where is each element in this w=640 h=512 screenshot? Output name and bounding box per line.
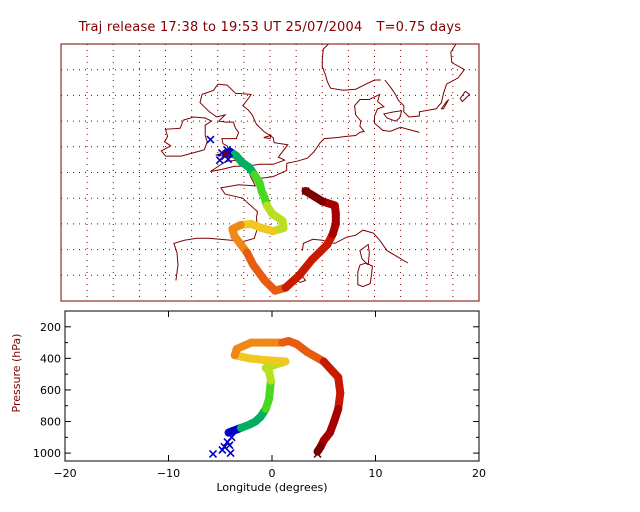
coastline xyxy=(357,262,373,288)
coastline xyxy=(440,99,450,110)
trajectory-map-panel xyxy=(60,43,480,302)
profile-cluster-marker xyxy=(226,449,235,458)
x-tick-label: 20 xyxy=(472,467,486,480)
map-coastlines xyxy=(160,43,471,288)
y-axis-label: Pressure (hPa) xyxy=(10,334,23,413)
map-release-marker xyxy=(206,135,215,144)
coastline xyxy=(263,134,272,140)
profile-release-marker xyxy=(208,449,218,458)
coastline xyxy=(199,83,289,172)
map-frame xyxy=(60,43,480,302)
pressure-profile-panel: −20 −10 0 10 20 200 400 600 800 1000 Longitude (d… xyxy=(10,310,486,494)
profile-cluster-marker xyxy=(218,445,227,455)
map-cluster-marker xyxy=(215,156,224,165)
profile-trajectory xyxy=(224,337,345,456)
map-end-marker xyxy=(301,186,310,196)
y-tick-label: 200 xyxy=(40,321,61,334)
profile-cluster-marker xyxy=(225,441,234,450)
chart-title: Traj release 17:38 to 19:53 UT 25/07/200… xyxy=(0,20,540,35)
map-grid xyxy=(61,44,479,301)
coastline xyxy=(286,93,420,164)
profile-cluster-marker xyxy=(227,433,236,442)
x-tick-label: −20 xyxy=(53,467,76,480)
coastline xyxy=(321,43,381,91)
coastline xyxy=(383,110,403,122)
profile-markers xyxy=(208,433,322,458)
map-markers xyxy=(206,135,310,196)
y-tick-label: 800 xyxy=(40,416,61,429)
x-tick-label: −10 xyxy=(157,467,180,480)
map-trajectory xyxy=(222,147,340,295)
map-cluster-marker xyxy=(224,155,233,164)
y-tick-label: 600 xyxy=(40,384,61,397)
coastline xyxy=(173,163,288,281)
coastline xyxy=(301,229,409,264)
y-tick-label: 400 xyxy=(40,352,61,365)
x-tick-label: 0 xyxy=(269,467,276,480)
y-tick-label: 1000 xyxy=(33,447,61,460)
coastline xyxy=(160,116,213,157)
coastline xyxy=(459,90,471,103)
profile-ticks: −20 −10 0 10 20 200 400 600 800 1000 xyxy=(33,310,486,480)
x-tick-label: 10 xyxy=(369,467,383,480)
profile-trajectory-segment xyxy=(313,442,325,456)
map-release-marker xyxy=(222,149,231,159)
title-release: Traj release 17:38 to 19:53 UT 25/07/200… xyxy=(78,20,363,35)
profile-release-marker xyxy=(313,449,322,458)
title-duration: T=0.75 days xyxy=(376,20,462,35)
coastline xyxy=(384,43,466,118)
x-axis-label: Longitude (degrees) xyxy=(216,481,327,494)
coastline xyxy=(359,243,370,266)
